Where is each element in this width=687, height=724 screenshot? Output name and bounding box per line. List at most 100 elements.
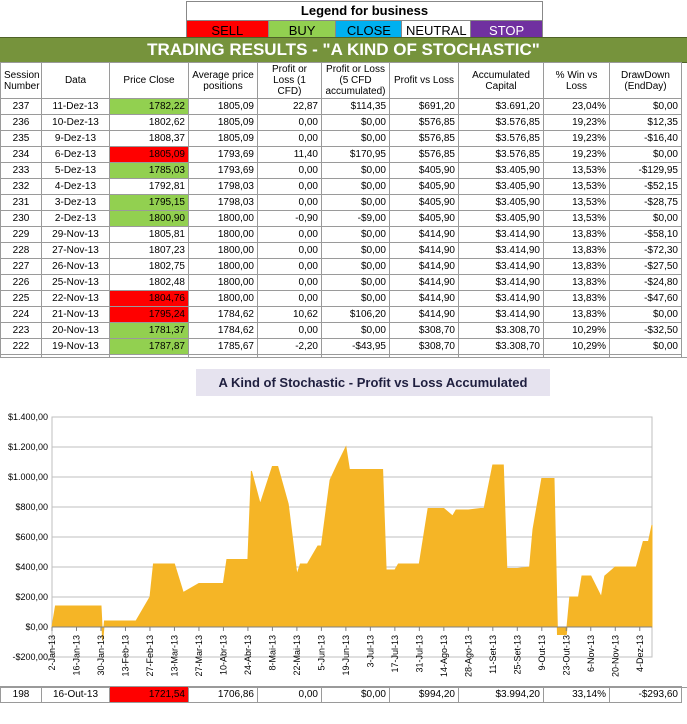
- table-row: 222 19-Nov-13 1787,87 1785,67 -2,20 -$43,95 $3…: [0, 338, 682, 355]
- results-table: Session Number Data Price Close Average …: [0, 62, 682, 371]
- drawdown-cell: -$16,40: [609, 130, 682, 147]
- avg-price-cell: 1805,09: [188, 114, 258, 131]
- x-tick-label: 6-Nov-13: [586, 635, 596, 672]
- win-pct-cell: 13,83%: [543, 306, 610, 323]
- drawdown-cell: -$129,95: [609, 162, 682, 179]
- profit-vs-loss-cell: $576,85: [389, 130, 459, 147]
- profit-vs-loss-cell: $414,90: [389, 274, 459, 291]
- price-close-cell: 1792,81: [109, 178, 189, 195]
- pl-5cfd-cell: $0,00: [321, 162, 390, 179]
- session-cell: 226: [0, 274, 42, 291]
- session-cell: 223: [0, 322, 42, 339]
- session-cell: 222: [0, 338, 42, 355]
- win-pct-cell: 13,53%: [543, 194, 610, 211]
- col-pl-5cfd: Profit or Loss (5 CFD accumulated): [321, 62, 390, 99]
- avg-price-cell: 1800,00: [188, 242, 258, 259]
- y-tick-label: $800,00: [15, 502, 48, 512]
- drawdown-cell: -$32,50: [609, 322, 682, 339]
- session-cell: 232: [0, 178, 42, 195]
- x-tick-label: 2-Jan-13: [47, 635, 57, 671]
- x-tick-label: 28-Ago-13: [463, 635, 473, 677]
- avg-price-cell: 1800,00: [188, 210, 258, 227]
- win-pct-cell: 13,83%: [543, 258, 610, 275]
- table-row: 224 21-Nov-13 1795,24 1784,62 10,62 $106,20 $4…: [0, 306, 682, 323]
- capital-cell: $3.405,90: [458, 194, 544, 211]
- x-tick-label: 30-Jan-13: [96, 635, 106, 676]
- pl-1cfd-cell: 22,87: [257, 98, 322, 115]
- date-cell: 5-Dez-13: [41, 162, 110, 179]
- profit-vs-loss-cell: $308,70: [389, 338, 459, 355]
- x-tick-label: 19-Jun-13: [341, 635, 351, 676]
- session-cell: 234: [0, 146, 42, 163]
- drawdown-cell: $12,35: [609, 114, 682, 131]
- profit-vs-loss-cell: $405,90: [389, 162, 459, 179]
- y-tick-label: $0,00: [25, 622, 48, 632]
- date-cell: 11-Dez-13: [41, 98, 110, 115]
- pl-5cfd-cell: $0,00: [321, 194, 390, 211]
- date-cell: 22-Nov-13: [41, 290, 110, 307]
- capital-cell: $3.414,90: [458, 226, 544, 243]
- col-drawdown: DrawDown (EndDay): [609, 62, 682, 99]
- pl-5cfd-cell: $0,00: [321, 686, 390, 703]
- x-tick-label: 13-Feb-13: [120, 635, 130, 677]
- table-row: 233 5-Dez-13 1785,03 1793,69 0,00 $0,00 $405,9…: [0, 162, 682, 179]
- x-tick-label: 3-Jul-13: [365, 635, 375, 668]
- date-cell: 2-Dez-13: [41, 210, 110, 227]
- capital-cell: $3.994,20: [458, 686, 544, 703]
- profit-vs-loss-cell: $414,90: [389, 258, 459, 275]
- pl-1cfd-cell: 10,62: [257, 306, 322, 323]
- pl-1cfd-cell: 0,00: [257, 686, 322, 703]
- x-tick-label: 10-Abr-13: [218, 635, 228, 675]
- drawdown-cell: $0,00: [609, 338, 682, 355]
- pl-1cfd-cell: 0,00: [257, 242, 322, 259]
- col-profit-vs-loss: Profit vs Loss: [389, 62, 459, 99]
- drawdown-cell: -$58,10: [609, 226, 682, 243]
- date-cell: 19-Nov-13: [41, 338, 110, 355]
- date-cell: 4-Dez-13: [41, 178, 110, 195]
- win-pct-cell: 13,83%: [543, 226, 610, 243]
- y-tick-label: $1.200,00: [8, 442, 48, 452]
- price-close-cell: 1782,22: [109, 98, 189, 115]
- session-cell: 237: [0, 98, 42, 115]
- bottom-row-table: 198 16-Out-13 1721,54 1706,86 0,00 $0,00 $994,…: [0, 686, 682, 703]
- chart-plot: -$200,00 $0,00 $200,00 $400,00 $600,00 $800,0…: [8, 412, 653, 677]
- chart-title: A Kind of Stochastic - Profit vs Loss Ac…: [196, 369, 550, 396]
- pl-5cfd-cell: $0,00: [321, 258, 390, 275]
- table-row: 227 26-Nov-13 1802,75 1800,00 0,00 $0,00 $414,…: [0, 258, 682, 275]
- y-tick-label: $1.000,00: [8, 472, 48, 482]
- pl-5cfd-cell: $114,35: [321, 98, 390, 115]
- pl-5cfd-cell: $0,00: [321, 178, 390, 195]
- profit-vs-loss-cell: $414,90: [389, 242, 459, 259]
- session-cell: 230: [0, 210, 42, 227]
- x-tick-label: 13-Mar-13: [169, 635, 179, 677]
- date-cell: 3-Dez-13: [41, 194, 110, 211]
- profit-vs-loss-cell: $414,90: [389, 306, 459, 323]
- table-row: 229 29-Nov-13 1805,81 1800,00 0,00 $0,00 $414,…: [0, 226, 682, 243]
- pl-5cfd-cell: $0,00: [321, 290, 390, 307]
- legend-buy: BUY: [268, 21, 337, 40]
- capital-cell: $3.414,90: [458, 290, 544, 307]
- win-pct-cell: 13,83%: [543, 290, 610, 307]
- date-cell: 29-Nov-13: [41, 226, 110, 243]
- win-pct-cell: 13,53%: [543, 178, 610, 195]
- pl-1cfd-cell: 0,00: [257, 226, 322, 243]
- pl-5cfd-cell: $0,00: [321, 242, 390, 259]
- y-tick-label: $1.400,00: [8, 412, 48, 422]
- date-cell: 20-Nov-13: [41, 322, 110, 339]
- pl-1cfd-cell: -2,20: [257, 338, 322, 355]
- x-tick-label: 11-Set-13: [488, 635, 498, 674]
- session-cell: 225: [0, 290, 42, 307]
- series-area: [51, 445, 653, 641]
- x-tick-label: 27-Mar-13: [194, 635, 204, 677]
- date-cell: 26-Nov-13: [41, 258, 110, 275]
- table-header: Session Number Data Price Close Average …: [0, 62, 682, 99]
- y-tick-label: $400,00: [15, 562, 48, 572]
- avg-price-cell: 1798,03: [188, 178, 258, 195]
- avg-price-cell: 1800,00: [188, 226, 258, 243]
- capital-cell: $3.414,90: [458, 242, 544, 259]
- x-tick-label: 20-Nov-13: [610, 635, 620, 677]
- col-session: Session Number: [0, 62, 42, 99]
- capital-cell: $3.576,85: [458, 146, 544, 163]
- profit-vs-loss-cell: $405,90: [389, 178, 459, 195]
- legend-items: SELL BUY CLOSE NEUTRAL STOP LOSS: [186, 20, 543, 57]
